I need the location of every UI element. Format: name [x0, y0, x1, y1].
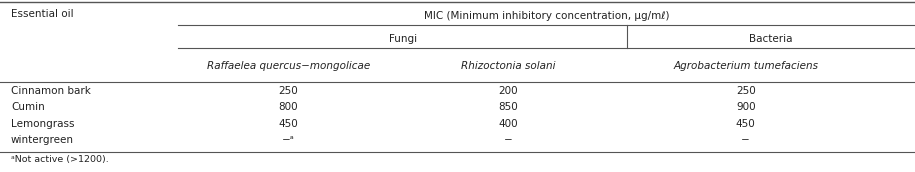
- Text: 400: 400: [498, 119, 518, 129]
- Text: Raffaelea quercus−mongolicae: Raffaelea quercus−mongolicae: [207, 61, 370, 71]
- Text: 200: 200: [498, 86, 518, 96]
- Text: Rhizoctonia solani: Rhizoctonia solani: [460, 61, 555, 71]
- Text: Lemongrass: Lemongrass: [11, 119, 74, 129]
- Text: Bacteria: Bacteria: [749, 34, 792, 44]
- Text: 250: 250: [736, 86, 756, 96]
- Text: Fungi: Fungi: [389, 34, 416, 44]
- Text: ᵃNot active (>1200).: ᵃNot active (>1200).: [11, 155, 109, 164]
- Text: 450: 450: [278, 119, 298, 129]
- Text: Cinnamon bark: Cinnamon bark: [11, 86, 91, 96]
- Text: Cumin: Cumin: [11, 103, 45, 112]
- Text: 900: 900: [736, 103, 756, 112]
- Text: −: −: [741, 135, 750, 145]
- Text: MIC (Minimum inhibitory concentration, μg/mℓ): MIC (Minimum inhibitory concentration, μ…: [424, 11, 670, 21]
- Text: −ᵃ: −ᵃ: [282, 135, 295, 145]
- Text: 450: 450: [736, 119, 756, 129]
- Text: wintergreen: wintergreen: [11, 135, 74, 145]
- Text: Essential oil: Essential oil: [11, 9, 73, 19]
- Text: 850: 850: [498, 103, 518, 112]
- Text: −: −: [503, 135, 512, 145]
- Text: 800: 800: [278, 103, 298, 112]
- Text: 250: 250: [278, 86, 298, 96]
- Text: Agrobacterium tumefaciens: Agrobacterium tumefaciens: [673, 61, 818, 71]
